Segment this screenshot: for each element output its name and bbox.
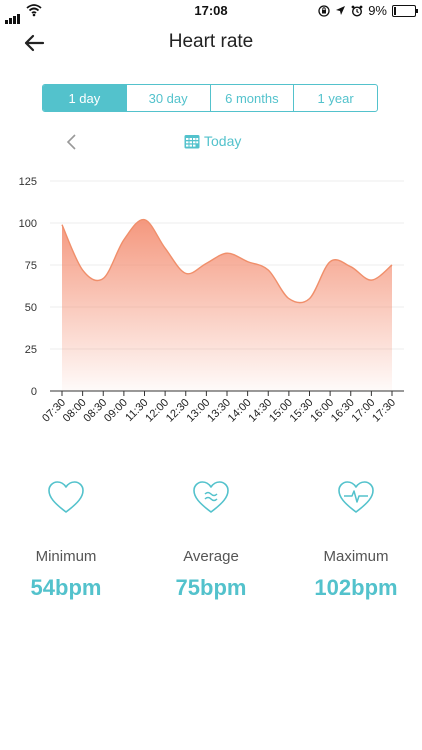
x-tick-label: 17:30 xyxy=(370,397,398,425)
signal-icon xyxy=(5,6,21,24)
stat-label: Maximum xyxy=(323,548,389,565)
back-arrow-icon[interactable] xyxy=(22,31,46,55)
stat-value: 75bpm xyxy=(175,575,247,600)
tab-6-months[interactable]: 6 months xyxy=(209,85,294,111)
chevron-left-icon[interactable] xyxy=(63,132,81,152)
y-tick-label: 75 xyxy=(25,260,37,272)
y-tick-label: 0 xyxy=(31,386,37,398)
y-tick-label: 125 xyxy=(19,176,37,188)
series-area xyxy=(62,219,392,391)
battery-icon xyxy=(392,4,418,17)
orientation-lock-icon xyxy=(318,4,330,17)
y-tick-label: 100 xyxy=(19,218,37,230)
stat-minimum: Minimum 54bpm xyxy=(0,478,136,601)
stat-value: 54bpm xyxy=(30,575,102,600)
tab-1-day[interactable]: 1 day xyxy=(43,85,126,111)
heart-rate-chart: 025507510012507:3008:0008:3009:0011:3012… xyxy=(19,176,404,425)
y-tick-label: 50 xyxy=(25,302,37,314)
wifi-icon xyxy=(26,4,42,17)
status-bar: 17:08 9% xyxy=(0,0,422,24)
stat-average: Average 75bpm xyxy=(141,478,281,601)
location-icon xyxy=(336,6,346,15)
stat-label: Minimum xyxy=(35,548,97,565)
period-selector: 1 day 30 day 6 months 1 year xyxy=(42,84,378,112)
status-time: 17:08 xyxy=(194,3,228,18)
heart-wave-icon xyxy=(193,481,229,513)
series-line xyxy=(61,218,393,304)
heart-pulse-icon xyxy=(338,481,374,513)
y-tick-label: 25 xyxy=(25,344,37,356)
tab-30-day[interactable]: 30 day xyxy=(125,85,210,111)
stat-label: Average xyxy=(183,548,239,565)
alarm-icon xyxy=(351,5,363,17)
heart-icon xyxy=(48,481,84,513)
tab-1-year[interactable]: 1 year xyxy=(293,85,377,111)
battery-percent: 9% xyxy=(368,3,387,18)
date-selector[interactable]: Today xyxy=(184,133,241,149)
x-tick-label: 09:00 xyxy=(102,397,130,425)
stat-value: 102bpm xyxy=(314,575,398,600)
page-title: Heart rate xyxy=(168,31,254,52)
date-label: Today xyxy=(204,133,242,149)
stat-maximum: Maximum 102bpm xyxy=(286,478,422,601)
calendar-icon xyxy=(184,134,200,148)
